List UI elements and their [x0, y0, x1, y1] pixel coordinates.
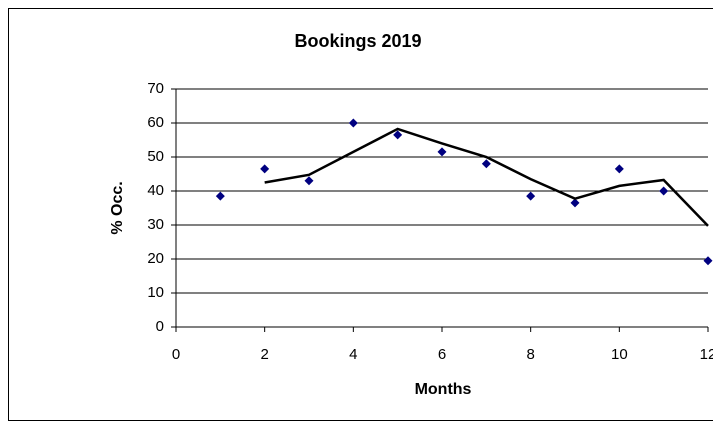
x-tick-label: 0: [172, 346, 180, 363]
point: [304, 176, 314, 186]
point: [393, 130, 403, 140]
point: [481, 159, 491, 169]
x-tick-label: 10: [611, 346, 628, 363]
y-tick-label: 40: [147, 182, 164, 199]
x-axis-label: Months: [415, 381, 472, 398]
y-tick-label: 60: [147, 114, 164, 131]
y-axis-label: % Occ.: [109, 181, 126, 234]
point: [348, 118, 358, 128]
x-tick-label: 12: [700, 346, 713, 363]
chart-frame: [8, 8, 713, 421]
y-tick-label: 30: [147, 216, 164, 233]
point: [526, 191, 536, 201]
point: [703, 256, 713, 266]
y-tick-label: 0: [156, 318, 164, 335]
y-tick-label: 50: [147, 148, 164, 165]
point: [437, 147, 447, 157]
x-tick-label: 6: [438, 346, 446, 363]
x-tick-label: 4: [349, 346, 357, 363]
point: [260, 164, 270, 174]
x-tick-label: 2: [260, 346, 268, 363]
y-tick-label: 10: [147, 284, 164, 301]
trend-line: [264, 127, 709, 227]
chart-title: Bookings 2019: [294, 31, 421, 51]
point: [215, 191, 225, 201]
y-tick-label: 20: [147, 250, 164, 267]
point: [570, 198, 580, 208]
point: [659, 186, 669, 196]
y-tick-label: 70: [147, 80, 164, 97]
point: [614, 164, 624, 174]
x-tick-label: 8: [526, 346, 534, 363]
